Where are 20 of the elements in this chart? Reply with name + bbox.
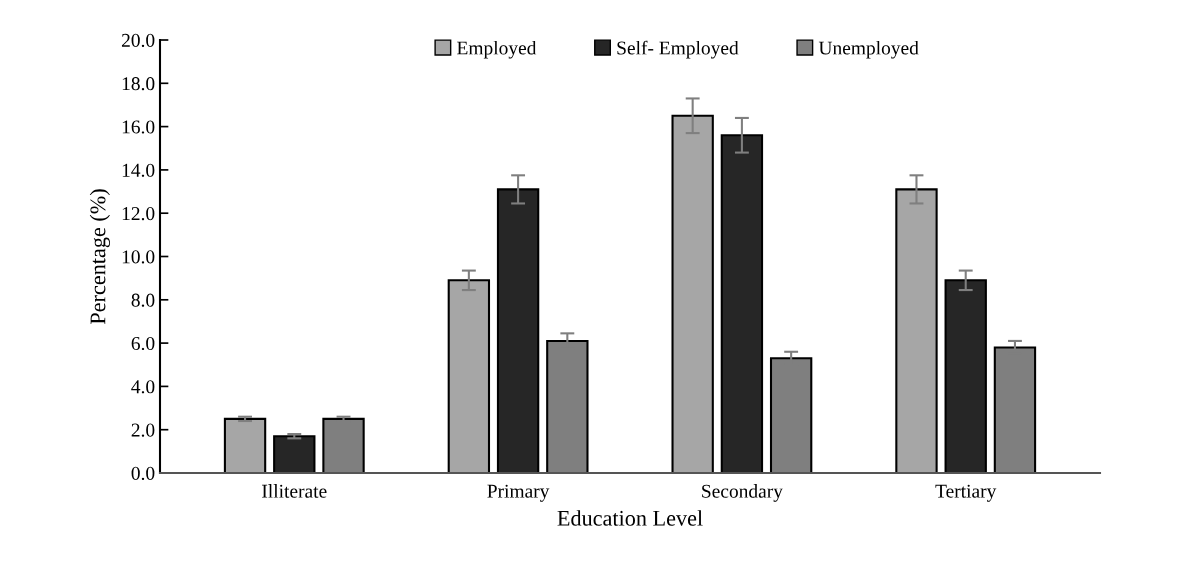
y-tick-label: 16.0 — [122, 120, 155, 134]
x-axis-title: Education Level — [557, 510, 703, 526]
x-tick-label: Illiterate — [262, 484, 327, 498]
y-tick-label: 6.0 — [131, 336, 155, 351]
y-tick-label: 12.0 — [122, 207, 155, 221]
y-tick-label: 0.0 — [131, 466, 155, 481]
legend-label: Employed — [457, 40, 537, 59]
x-tick-label: Primary — [487, 484, 550, 502]
legend-label: Unemployed — [818, 40, 919, 59]
y-tick-label: 4.0 — [131, 380, 155, 394]
y-tick-label: 18.0 — [122, 77, 155, 91]
legend-label: Self- Employed — [617, 40, 739, 59]
y-axis-title: Percentage (%) — [89, 189, 110, 325]
x-tick-label: Tertiary — [935, 484, 997, 502]
y-tick-label: 20.0 — [121, 33, 155, 48]
x-tick-label: Secondary — [702, 484, 783, 502]
y-tick-label: 10.0 — [122, 250, 155, 264]
y-tick-label: 14.0 — [122, 163, 155, 177]
y-tick-label: 2.0 — [131, 423, 155, 437]
y-tick-label: 8.0 — [131, 293, 155, 307]
